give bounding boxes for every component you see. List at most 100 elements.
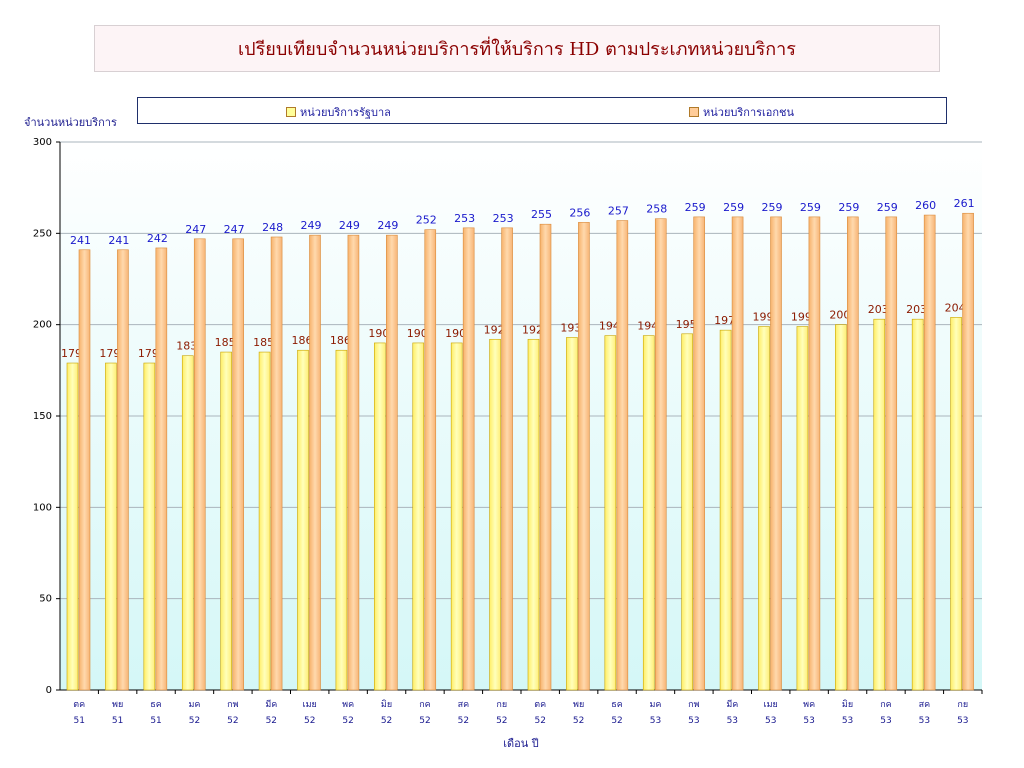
y-tick-label: 200 xyxy=(33,320,52,331)
data-label-private: 259 xyxy=(762,201,783,214)
bar-private xyxy=(117,249,129,691)
x-tick-label-month: สค xyxy=(458,700,470,710)
legend-item-government: หน่วยบริการรัฐบาล xyxy=(286,103,391,121)
x-tick-label-month: พค xyxy=(342,700,354,710)
x-tick-label-month: ธค xyxy=(150,700,162,710)
x-tick-label-month: พย xyxy=(112,700,123,710)
data-label-private: 260 xyxy=(915,199,936,212)
bar-government xyxy=(719,329,732,691)
x-tick-label-year: 53 xyxy=(842,716,853,726)
data-label-government: 193 xyxy=(560,321,581,334)
data-label-private: 241 xyxy=(70,234,91,247)
bar-private xyxy=(847,216,859,691)
bar-government xyxy=(835,324,847,691)
data-label-private: 259 xyxy=(877,201,898,214)
data-label-private: 242 xyxy=(147,232,168,245)
bar-government xyxy=(66,362,79,691)
bar-private xyxy=(424,229,437,691)
x-tick-label-month: กพ xyxy=(688,700,699,710)
x-tick-label-month: พย xyxy=(573,700,584,710)
bar-private xyxy=(193,238,206,691)
data-label-government: 199 xyxy=(791,310,812,323)
y-tick-label: 250 xyxy=(33,228,52,239)
data-label-government: 192 xyxy=(522,323,543,336)
bar-government xyxy=(566,337,578,691)
x-tick-label-year: 52 xyxy=(381,716,392,726)
bar-private xyxy=(78,249,91,691)
bar-private xyxy=(386,234,398,691)
bar-private xyxy=(808,216,821,691)
x-tick-label-month: กย xyxy=(957,700,968,710)
y-axis-label: จำนวนหน่วยบริการ xyxy=(24,116,117,129)
bar-government xyxy=(181,355,194,691)
x-tick-label-year: 53 xyxy=(957,716,968,726)
data-label-government: 203 xyxy=(868,303,889,316)
bar-government xyxy=(873,318,886,691)
x-tick-label-month: สค xyxy=(919,700,931,710)
x-tick-label-month: มิย xyxy=(842,699,853,710)
x-tick-label-month: พค xyxy=(803,700,815,710)
data-label-government: 186 xyxy=(292,334,313,347)
data-label-government: 194 xyxy=(599,320,620,333)
data-label-government: 179 xyxy=(138,347,159,360)
x-tick-label-year: 52 xyxy=(611,716,622,726)
bar-private xyxy=(232,238,244,691)
data-label-government: 179 xyxy=(61,347,82,360)
bar-government xyxy=(450,342,463,691)
bar-private xyxy=(501,227,513,691)
data-label-private: 248 xyxy=(262,221,283,234)
data-label-private: 249 xyxy=(377,219,398,232)
data-label-government: 200 xyxy=(829,309,850,322)
bar-government xyxy=(297,349,309,691)
bar-government xyxy=(489,338,501,691)
legend-swatch-private xyxy=(689,107,699,117)
data-label-private: 241 xyxy=(108,234,129,247)
x-tick-label-year: 53 xyxy=(727,716,738,726)
x-tick-label-year: 53 xyxy=(919,716,930,726)
bar-government xyxy=(412,342,425,691)
data-label-private: 259 xyxy=(723,201,744,214)
y-tick-label: 0 xyxy=(46,685,52,696)
legend-swatch-government xyxy=(286,107,296,117)
bar-private xyxy=(347,234,360,691)
y-tick-label: 300 xyxy=(33,137,52,148)
legend: หน่วยบริการรัฐบาล หน่วยบริการเอกชน xyxy=(137,97,947,124)
data-label-government: 179 xyxy=(99,347,120,360)
bar-private xyxy=(309,234,321,691)
bar-private xyxy=(270,236,283,691)
bar-private xyxy=(155,247,168,691)
x-tick-label-month: มีค xyxy=(726,699,738,710)
x-tick-label-year: 52 xyxy=(227,716,238,726)
bar-government xyxy=(220,351,232,691)
x-tick-label-year: 52 xyxy=(534,716,545,726)
bar-government xyxy=(258,351,271,691)
x-axis-label: เดือน ปี xyxy=(503,737,539,750)
bar-government xyxy=(374,342,386,691)
data-label-private: 257 xyxy=(608,205,629,218)
x-tick-label-year: 53 xyxy=(803,716,814,726)
bar-government xyxy=(911,318,924,691)
x-tick-label-year: 52 xyxy=(496,716,507,726)
data-label-private: 252 xyxy=(416,214,437,227)
bar-government xyxy=(604,335,617,691)
bar-private xyxy=(731,216,744,691)
data-label-private: 256 xyxy=(569,206,590,219)
data-label-private: 253 xyxy=(493,212,514,225)
legend-label-government: หน่วยบริการรัฐบาล xyxy=(300,106,391,119)
data-label-private: 261 xyxy=(954,197,975,210)
data-label-government: 199 xyxy=(753,310,774,323)
x-tick-label-year: 51 xyxy=(150,716,161,726)
data-label-government: 185 xyxy=(215,336,236,349)
data-label-private: 247 xyxy=(185,223,206,236)
x-tick-label-month: ธค xyxy=(611,700,623,710)
data-label-government: 183 xyxy=(176,340,197,353)
data-label-government: 194 xyxy=(637,320,658,333)
bar-government xyxy=(105,362,117,691)
x-tick-label-year: 53 xyxy=(765,716,776,726)
bar-private xyxy=(539,223,552,691)
x-tick-label-month: มิย xyxy=(381,699,392,710)
x-tick-label-year: 53 xyxy=(880,716,891,726)
x-tick-label-month: กค xyxy=(419,700,430,710)
bar-government xyxy=(681,333,693,691)
